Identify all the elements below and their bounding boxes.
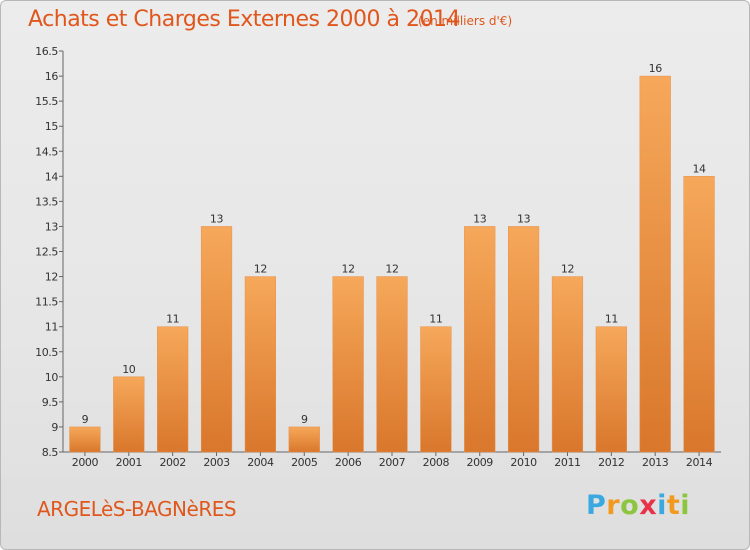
x-tick-label: 2012 — [598, 456, 624, 469]
y-tick-label: 15 — [45, 120, 59, 133]
logo-letter: x — [639, 490, 658, 521]
value-label-2006: 12 — [342, 263, 355, 276]
value-label-2000: 9 — [82, 413, 89, 426]
y-tick-label: 8.5 — [42, 446, 59, 459]
bar-2000 — [69, 426, 101, 453]
place-name: ARGELèS-BAGNèRES — [37, 497, 237, 521]
x-tick-label: 2003 — [203, 456, 230, 469]
value-label-2014: 14 — [692, 162, 706, 175]
y-tick-label: 12.5 — [35, 246, 58, 259]
x-tick-label: 2011 — [554, 456, 580, 469]
x-tick-label: 2000 — [72, 456, 99, 469]
y-tick-label: 9.5 — [42, 396, 59, 409]
y-tick-label: 11 — [45, 321, 58, 334]
x-tick-label: 2005 — [291, 456, 318, 469]
value-label-2011: 12 — [561, 263, 574, 276]
chart-unit: (en milliers d'€) — [418, 14, 513, 28]
y-tick-label: 13 — [45, 220, 59, 233]
x-tick-label: 2007 — [379, 456, 406, 469]
x-tick-label: 2004 — [247, 456, 274, 469]
bar-2012 — [595, 326, 627, 453]
value-label-2002: 11 — [166, 313, 179, 326]
bar-2003 — [200, 226, 233, 453]
y-tick-label: 9 — [51, 421, 58, 434]
logo-letter: t — [666, 490, 681, 521]
proxiti-logo: Proxiti — [586, 490, 690, 521]
y-tick-label: 12 — [45, 271, 58, 284]
bar-2011 — [551, 276, 584, 453]
bar-2010 — [507, 226, 540, 453]
logo-letter: r — [606, 490, 621, 521]
y-tick-label: 13.5 — [35, 195, 58, 208]
logo-letter: i — [657, 490, 667, 521]
chart-title: Achats et Charges Externes 2000 à 2014 — [28, 7, 460, 32]
value-label-2012: 11 — [605, 313, 618, 326]
y-tick-label: 14 — [45, 170, 59, 183]
bar-2007 — [376, 276, 408, 453]
y-tick-label: 10.5 — [35, 346, 58, 359]
bar-2002 — [157, 326, 189, 453]
y-tick-label: 11.5 — [35, 296, 58, 309]
y-tick-label: 16.5 — [35, 45, 58, 58]
x-tick-label: 2010 — [510, 456, 537, 469]
bar-2013 — [639, 75, 671, 453]
value-label-2003: 13 — [210, 212, 224, 225]
value-label-2009: 13 — [473, 212, 487, 225]
bar-2004 — [244, 276, 277, 453]
x-tick-label: 2009 — [467, 456, 494, 469]
bar-2005 — [288, 426, 320, 453]
bar-2014 — [683, 176, 715, 453]
x-tick-label: 2001 — [116, 456, 142, 469]
x-tick-label: 2006 — [335, 456, 362, 469]
bar-2008 — [420, 326, 452, 453]
value-label-2005: 9 — [301, 413, 308, 426]
y-tick-label: 16 — [45, 70, 59, 83]
value-label-2010: 13 — [517, 212, 531, 225]
value-label-2013: 16 — [649, 62, 663, 75]
value-label-2008: 11 — [429, 313, 442, 326]
value-label-2004: 12 — [254, 263, 267, 276]
bar-2006 — [332, 276, 364, 453]
x-tick-label: 2013 — [642, 456, 669, 469]
logo-letter: o — [620, 490, 640, 521]
x-tick-label: 2002 — [159, 456, 185, 469]
y-tick-label: 15.5 — [35, 95, 58, 108]
logo-letter: P — [586, 490, 607, 521]
bar-2009 — [464, 226, 496, 453]
x-tick-label: 2014 — [686, 456, 713, 469]
bar-2001 — [113, 376, 145, 453]
y-tick-label: 14.5 — [35, 145, 58, 158]
x-tick-label: 2008 — [423, 456, 450, 469]
y-tick-label: 10 — [45, 371, 59, 384]
logo-letter: i — [680, 490, 691, 521]
value-label-2001: 10 — [122, 363, 136, 376]
value-label-2007: 12 — [385, 263, 398, 276]
